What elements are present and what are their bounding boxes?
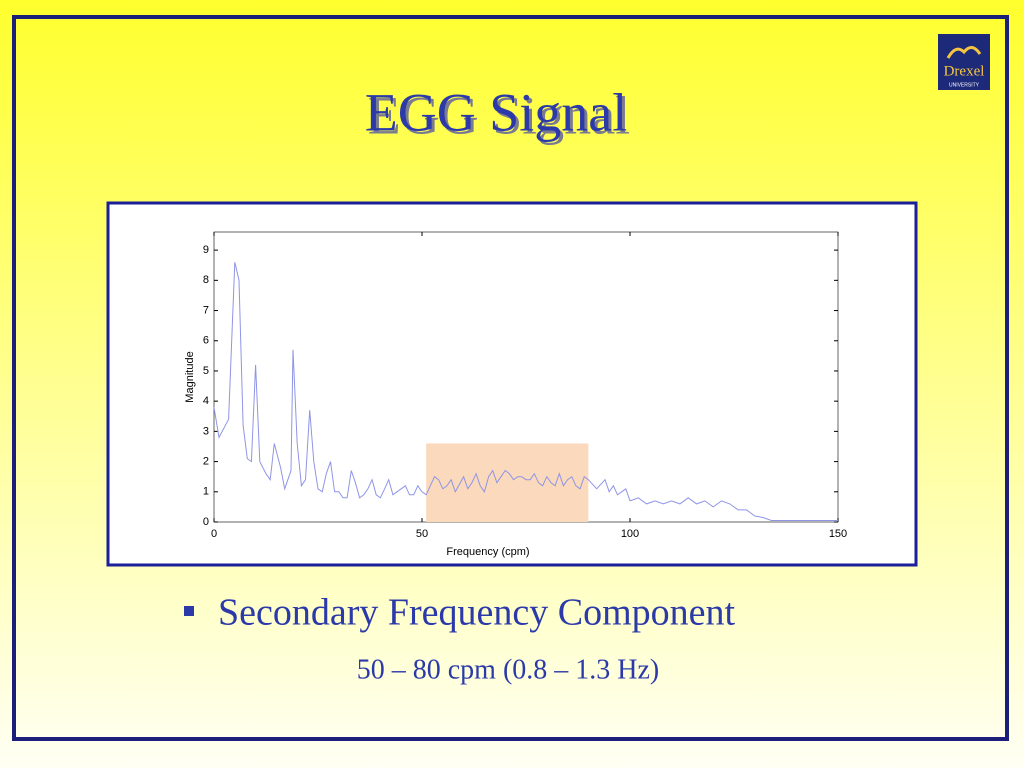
y-tick-label: 3 bbox=[203, 425, 209, 437]
y-tick-label: 8 bbox=[203, 274, 209, 286]
logo-name: Drexel bbox=[944, 63, 985, 79]
y-tick-label: 7 bbox=[203, 304, 209, 316]
slide-title: EGG Signal bbox=[365, 82, 628, 142]
y-axis-label: Magnitude bbox=[184, 351, 196, 402]
sub-bullet: 50 – 80 cpm (0.8 – 1.3 Hz) bbox=[357, 654, 660, 685]
bullet-text: Secondary Frequency Component bbox=[218, 592, 736, 634]
x-tick-label: 150 bbox=[829, 528, 847, 540]
x-axis-label: Frequency (cpm) bbox=[446, 546, 529, 558]
logo-sub: UNIVERSITY bbox=[949, 82, 980, 88]
y-tick-label: 9 bbox=[203, 244, 209, 256]
y-tick-label: 2 bbox=[203, 455, 209, 467]
x-tick-label: 100 bbox=[621, 528, 639, 540]
line-series bbox=[213, 262, 838, 521]
logo bbox=[938, 34, 990, 90]
y-tick-label: 0 bbox=[203, 516, 209, 528]
slide-frame bbox=[12, 15, 1009, 741]
y-tick-label: 6 bbox=[203, 335, 209, 347]
logo-emblem bbox=[946, 46, 982, 59]
title-shadow: EGG Signal bbox=[368, 85, 631, 145]
bullet-marker bbox=[184, 606, 194, 616]
y-tick-label: 5 bbox=[203, 365, 209, 377]
x-tick-label: 0 bbox=[211, 528, 217, 540]
x-tick-label: 50 bbox=[416, 528, 428, 540]
highlight bbox=[426, 443, 589, 522]
y-tick-label: 1 bbox=[203, 486, 209, 498]
y-tick-label: 4 bbox=[203, 395, 209, 407]
